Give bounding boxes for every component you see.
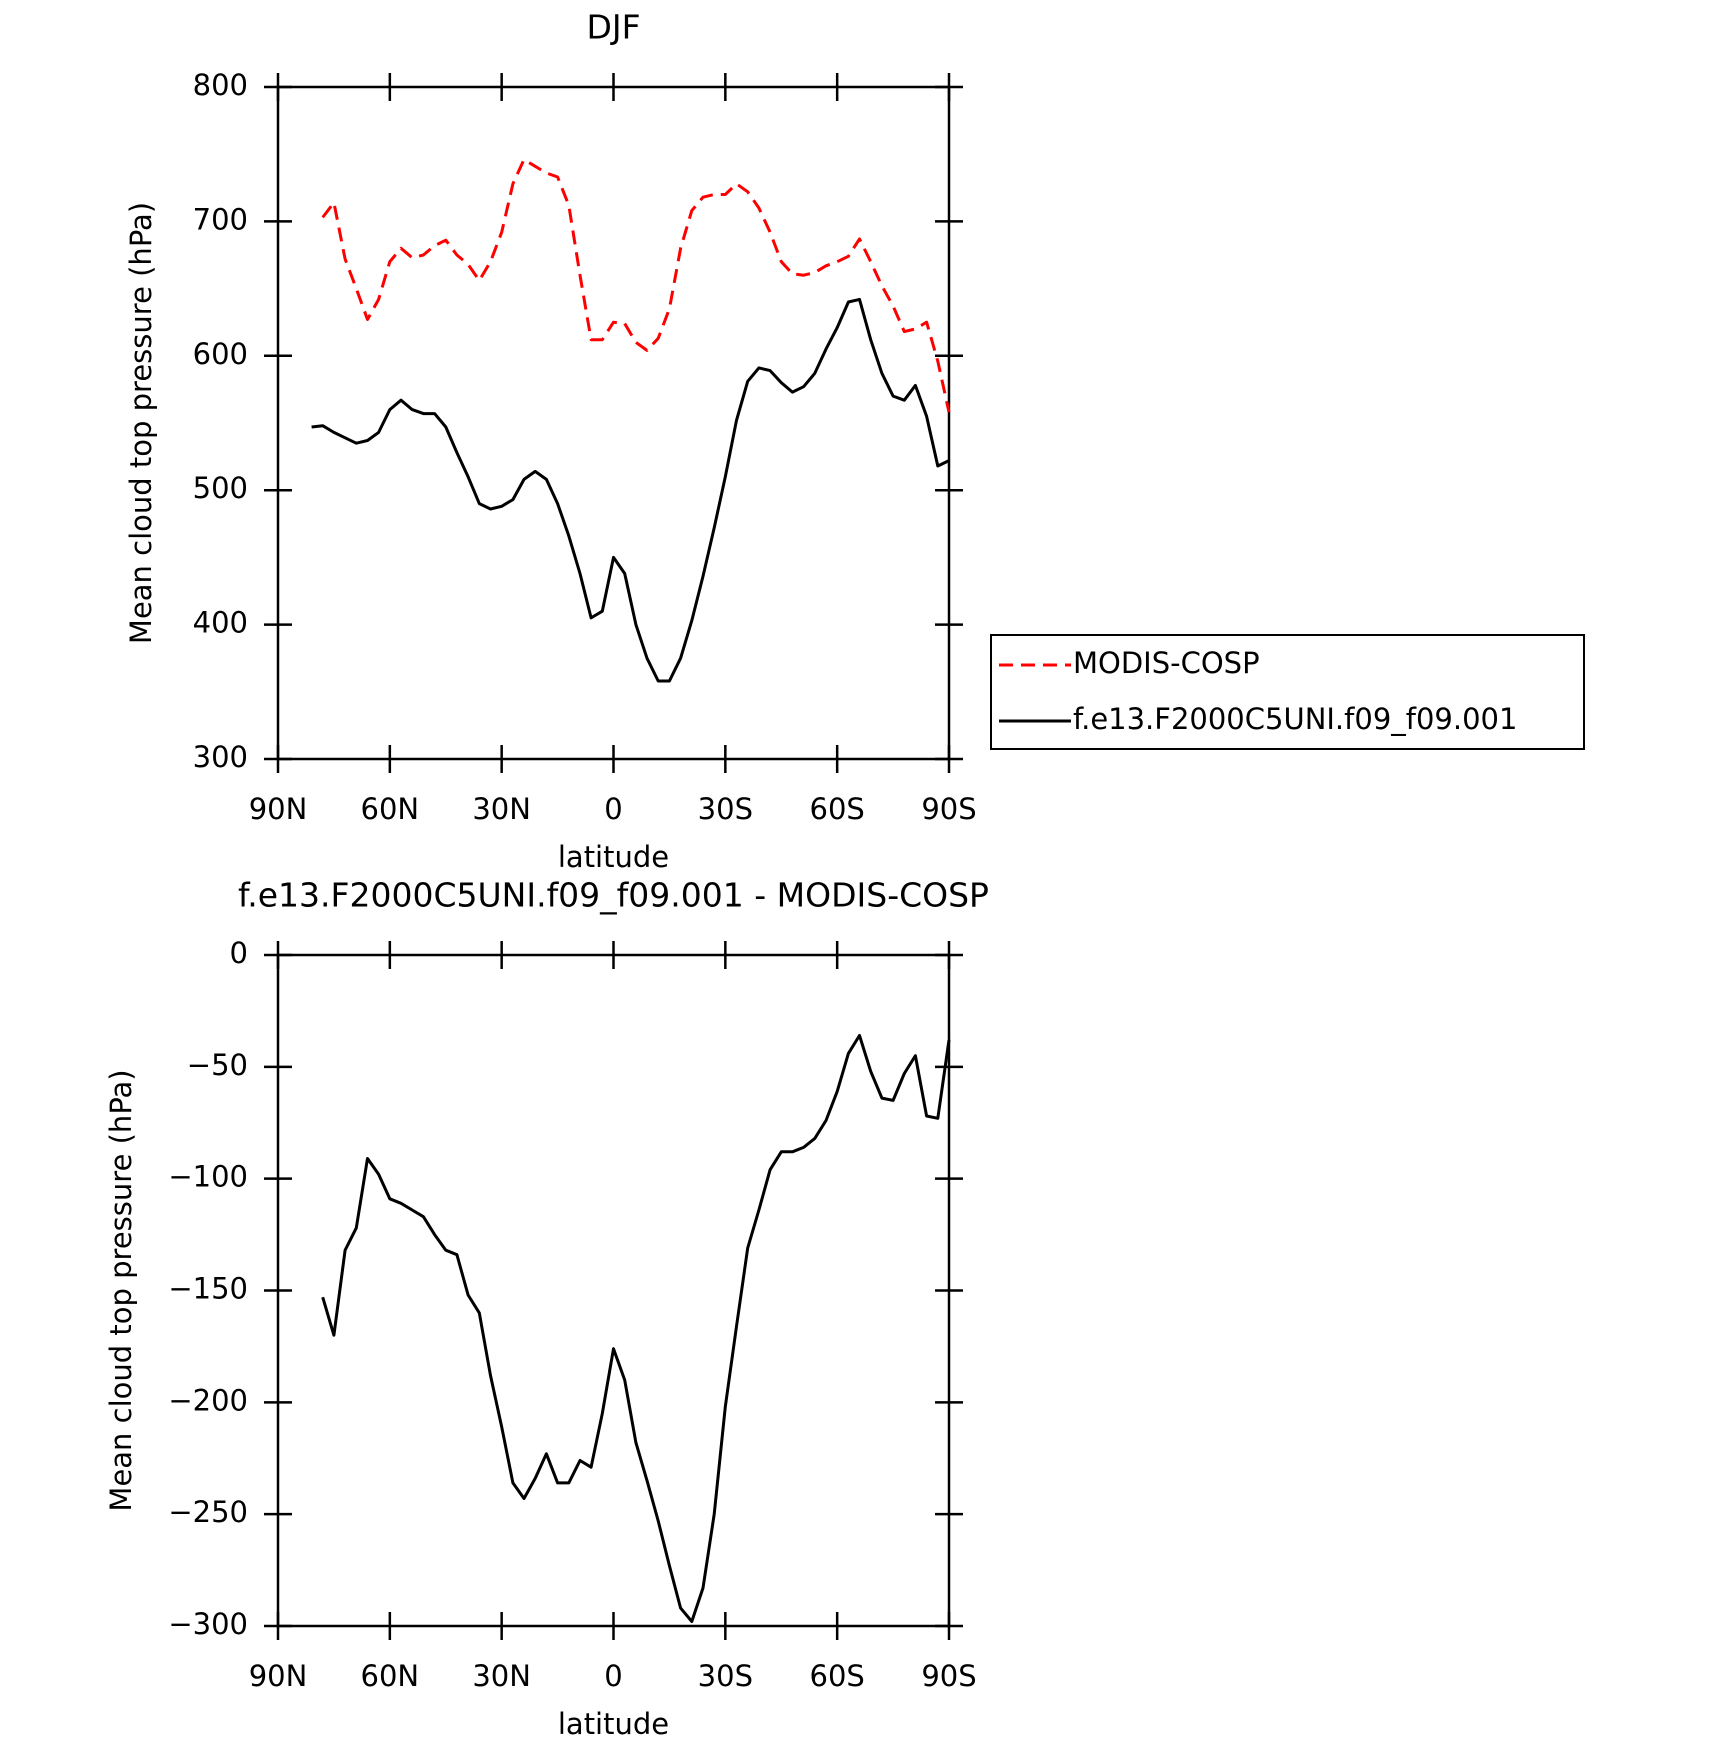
data-line — [321, 158, 951, 413]
y-axis-label: Mean cloud top pressure (hPa) — [124, 202, 158, 644]
y-tick-label: 300 — [193, 740, 248, 774]
x-tick-label: 60N — [361, 792, 420, 826]
x-tick-label: 90N — [249, 792, 308, 826]
data-line — [321, 1034, 951, 1623]
y-tick-label: −300 — [168, 1607, 248, 1641]
x-tick-label: 30S — [698, 792, 753, 826]
y-tick-label: −250 — [168, 1495, 248, 1529]
y-tick-label: −200 — [168, 1383, 248, 1417]
x-tick-label: 60S — [810, 1659, 865, 1693]
y-tick-label: 700 — [193, 202, 248, 236]
y-tick-label: 600 — [193, 337, 248, 371]
data-line — [311, 297, 950, 683]
x-tick-label: 60S — [810, 792, 865, 826]
y-tick-label: 500 — [193, 471, 248, 505]
y-tick-label: 400 — [193, 606, 248, 640]
y-axis-label: Mean cloud top pressure (hPa) — [104, 1069, 138, 1511]
legend-label: MODIS-COSP — [1073, 646, 1260, 680]
x-tick-label: 90S — [921, 1659, 976, 1693]
chart-title: f.e13.F2000C5UNI.f09_f09.001 - MODIS-COS… — [238, 876, 989, 915]
y-tick-label: −50 — [187, 1048, 248, 1082]
legend-label: f.e13.F2000C5UNI.f09_f09.001 — [1073, 702, 1517, 736]
y-tick-label: 0 — [230, 936, 248, 970]
chart-title: DJF — [586, 8, 640, 47]
x-tick-label: 90N — [249, 1659, 308, 1693]
legend-box — [990, 634, 1585, 750]
y-tick-label: −150 — [168, 1272, 248, 1306]
x-tick-label: 30N — [472, 792, 531, 826]
x-tick-label: 0 — [604, 1659, 622, 1693]
x-tick-label: 60N — [361, 1659, 420, 1693]
x-tick-label: 90S — [921, 792, 976, 826]
y-tick-label: −100 — [168, 1160, 248, 1194]
x-axis-label: latitude — [558, 1707, 669, 1741]
x-tick-label: 30S — [698, 1659, 753, 1693]
x-tick-label: 30N — [472, 1659, 531, 1693]
y-tick-label: 800 — [193, 68, 248, 102]
plot-frame — [276, 85, 951, 761]
x-tick-label: 0 — [604, 792, 622, 826]
x-axis-label: latitude — [558, 840, 669, 874]
